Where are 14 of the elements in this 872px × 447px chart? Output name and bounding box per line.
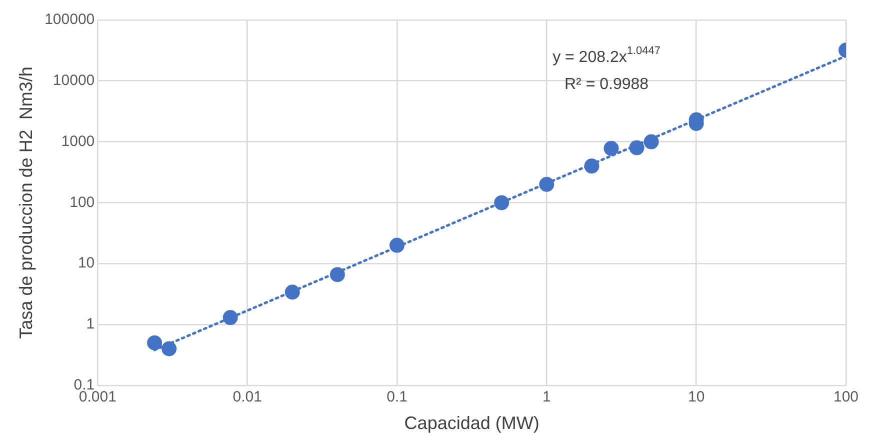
y-tick-label: 10 [78,254,95,272]
y-tick-label: 10000 [52,72,95,90]
y-tick-label: 1000 [61,132,95,150]
x-tick-label: 0.01 [232,388,262,406]
y-tick-label: 100000 [44,11,95,28]
annotation: R² = 0.9988 [564,76,649,93]
x-tick-label: 10 [688,388,705,406]
y-tick-label: 1 [86,316,95,333]
x-tick-label: 1 [542,388,551,406]
y-axis-title: Tasa de produccion de H2 Nm3/h [16,66,36,339]
y-tick-label: 100 [70,194,95,211]
x-axis-title: Capacidad (MW) [404,413,540,434]
x-tick-label: 0.1 [386,388,408,406]
x-tick-label: 100 [833,388,859,406]
